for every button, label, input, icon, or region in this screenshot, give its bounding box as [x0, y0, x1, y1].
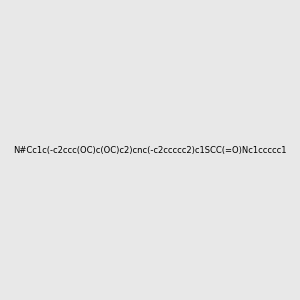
Text: N#Cc1c(-c2ccc(OC)c(OC)c2)cnc(-c2ccccc2)c1SCC(=O)Nc1ccccc1: N#Cc1c(-c2ccc(OC)c(OC)c2)cnc(-c2ccccc2)c… — [13, 146, 287, 154]
